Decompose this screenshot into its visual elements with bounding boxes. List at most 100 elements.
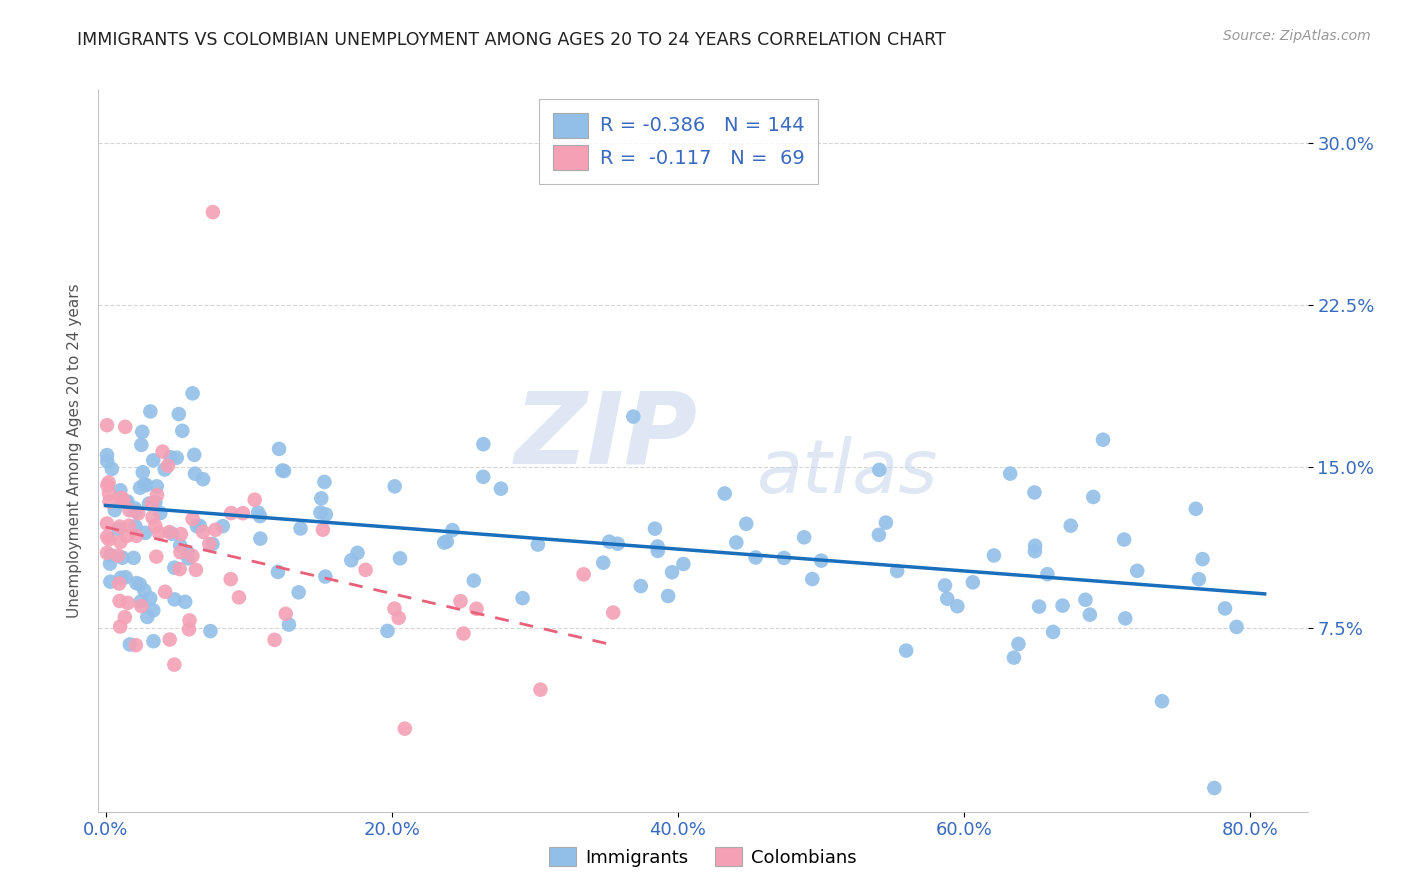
Point xyxy=(394,722,416,736)
Point xyxy=(388,611,411,625)
Point xyxy=(868,528,890,542)
Point xyxy=(354,563,377,577)
Point xyxy=(1028,599,1050,614)
Point xyxy=(384,479,406,493)
Point xyxy=(96,418,118,433)
Point xyxy=(1024,544,1046,558)
Legend: Immigrants, Colombians: Immigrants, Colombians xyxy=(541,840,865,874)
Point xyxy=(112,493,135,508)
Point xyxy=(96,454,118,468)
Point xyxy=(129,599,152,613)
Point xyxy=(162,526,184,541)
Point xyxy=(115,529,138,543)
Point xyxy=(115,495,138,509)
Point xyxy=(110,535,132,549)
Point xyxy=(157,525,180,540)
Point xyxy=(801,572,824,586)
Point xyxy=(346,546,368,560)
Point xyxy=(713,486,735,500)
Point xyxy=(96,516,118,531)
Point xyxy=(167,407,190,421)
Point xyxy=(433,535,456,549)
Point xyxy=(647,544,669,558)
Point xyxy=(128,577,150,591)
Point xyxy=(181,512,204,526)
Point xyxy=(1052,599,1074,613)
Point xyxy=(96,530,118,544)
Point xyxy=(184,563,207,577)
Point xyxy=(191,472,214,486)
Point xyxy=(1007,637,1029,651)
Point xyxy=(97,475,120,490)
Point xyxy=(98,557,121,571)
Point xyxy=(527,538,550,552)
Point xyxy=(315,508,337,522)
Point xyxy=(436,534,458,549)
Point xyxy=(124,501,146,516)
Point xyxy=(896,643,918,657)
Point xyxy=(661,566,683,580)
Point xyxy=(1225,620,1247,634)
Point xyxy=(983,549,1005,563)
Point xyxy=(129,481,152,495)
Y-axis label: Unemployment Among Ages 20 to 24 years: Unemployment Among Ages 20 to 24 years xyxy=(66,283,82,618)
Point xyxy=(127,506,149,520)
Point xyxy=(1185,501,1208,516)
Point xyxy=(107,522,129,536)
Point xyxy=(309,506,332,520)
Point xyxy=(118,637,141,651)
Point xyxy=(135,478,157,492)
Point xyxy=(163,592,186,607)
Point xyxy=(100,574,122,589)
Point xyxy=(273,464,295,478)
Point xyxy=(169,545,191,559)
Point xyxy=(143,519,166,533)
Point xyxy=(232,506,254,520)
Point xyxy=(672,557,695,571)
Point xyxy=(465,601,488,615)
Point xyxy=(131,425,153,439)
Point xyxy=(108,519,131,533)
Point xyxy=(247,506,270,520)
Point xyxy=(125,529,148,543)
Point xyxy=(453,626,475,640)
Point xyxy=(129,594,152,608)
Point xyxy=(1078,607,1101,622)
Point xyxy=(377,624,399,638)
Point xyxy=(211,519,233,533)
Point xyxy=(1074,592,1097,607)
Point xyxy=(598,534,620,549)
Point xyxy=(114,610,136,624)
Text: ZIP: ZIP xyxy=(515,387,697,484)
Point xyxy=(644,522,666,536)
Point xyxy=(125,638,148,652)
Point xyxy=(1150,694,1173,708)
Point xyxy=(122,550,145,565)
Point xyxy=(512,591,534,606)
Point xyxy=(263,632,285,647)
Point xyxy=(172,424,194,438)
Point xyxy=(117,596,139,610)
Point xyxy=(1042,624,1064,639)
Point xyxy=(186,519,208,533)
Point xyxy=(142,603,165,617)
Point xyxy=(96,448,118,462)
Point xyxy=(191,524,214,539)
Point xyxy=(388,551,411,566)
Point xyxy=(472,470,495,484)
Point xyxy=(290,521,312,535)
Point xyxy=(108,594,131,608)
Point xyxy=(1213,601,1236,615)
Point xyxy=(936,591,959,606)
Point xyxy=(249,532,271,546)
Point xyxy=(472,437,495,451)
Point xyxy=(131,438,153,452)
Point xyxy=(96,478,118,492)
Point xyxy=(340,553,363,567)
Text: atlas: atlas xyxy=(758,436,939,508)
Point xyxy=(181,549,204,563)
Point xyxy=(117,494,139,508)
Point xyxy=(179,614,201,628)
Point xyxy=(1083,490,1105,504)
Point xyxy=(188,519,211,533)
